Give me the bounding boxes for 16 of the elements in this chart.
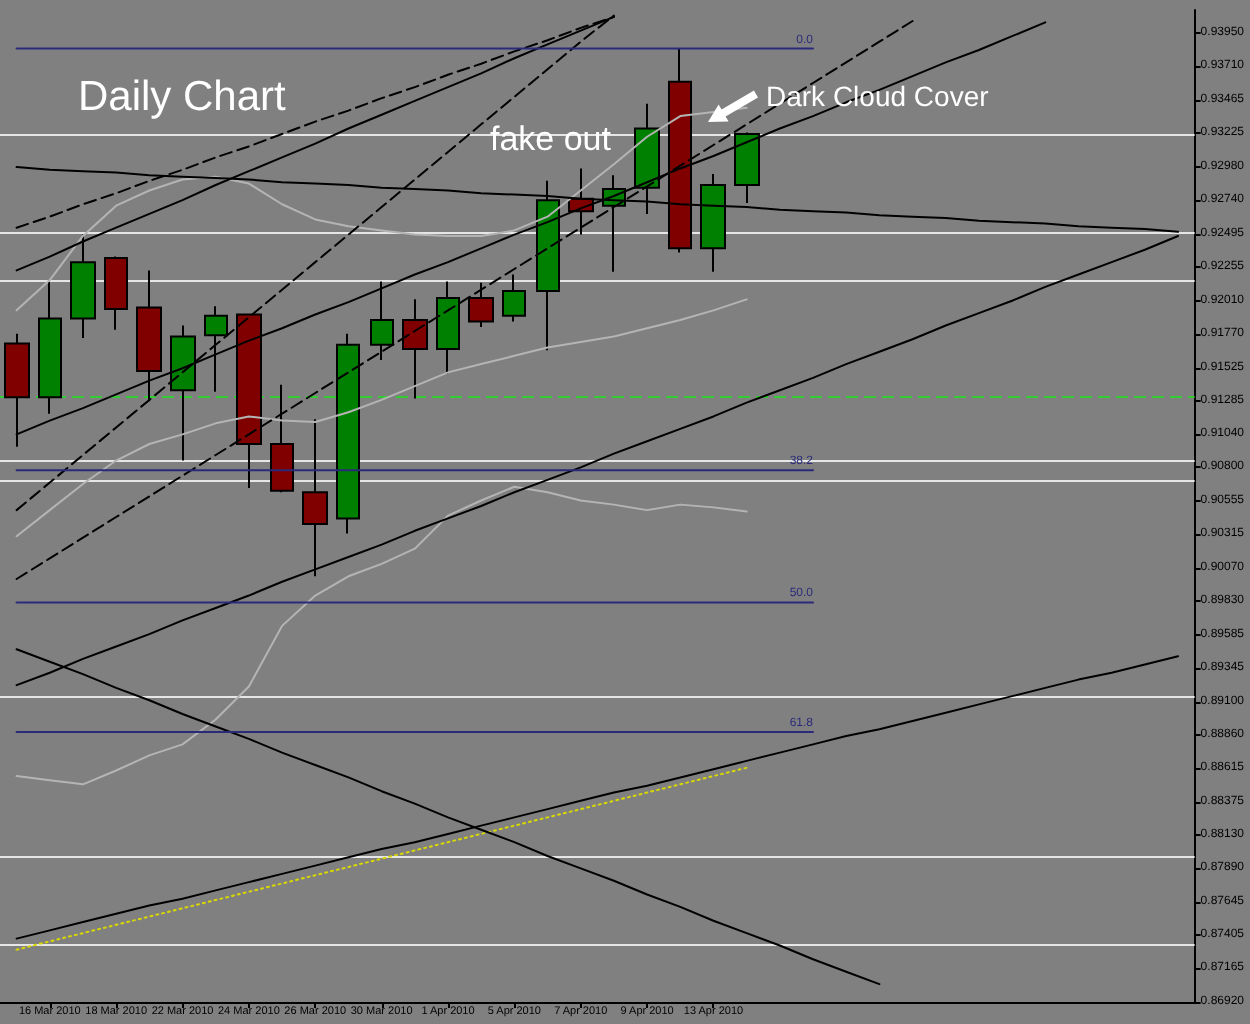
text: Daily Chart (78, 74, 287, 120)
candlestick (270, 383, 294, 494)
line-series (15, 766, 748, 951)
line-series (15, 485, 748, 786)
candlestick (468, 281, 494, 328)
candlestick (38, 280, 62, 415)
candlestick (402, 298, 428, 400)
candlestick (436, 280, 460, 375)
candlestick (302, 418, 328, 578)
candlestick (204, 305, 228, 393)
line-series (15, 298, 748, 538)
candlestick (336, 332, 360, 535)
candlestick (370, 280, 394, 361)
candlestick (104, 255, 128, 331)
candlestick (502, 273, 526, 323)
candlestick (136, 269, 162, 403)
